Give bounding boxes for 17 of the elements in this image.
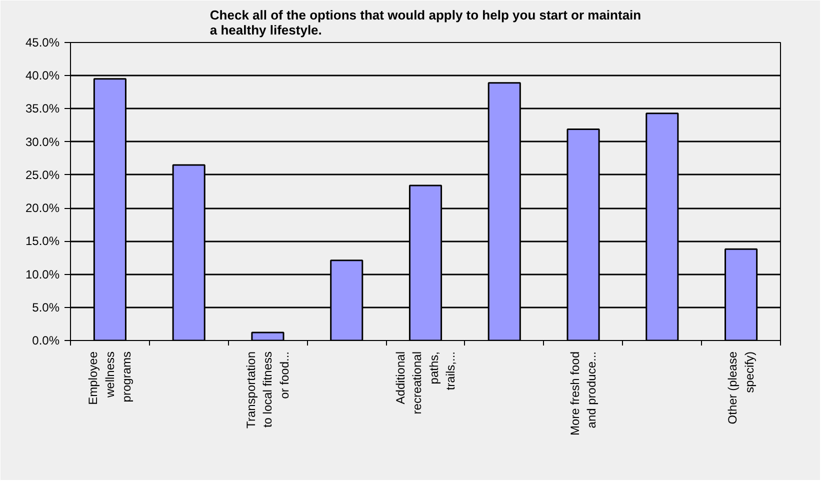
y-tick-label: 35.0% bbox=[25, 102, 60, 116]
y-tick-label: 15.0% bbox=[25, 234, 60, 248]
x-tick-label: Additional recreational paths, trails,... bbox=[393, 351, 458, 414]
x-tick-label: Other (please specify) bbox=[726, 351, 756, 424]
x-tick-label: Transportation to local fitness or food... bbox=[244, 351, 292, 428]
x-tick-label: Employee wellness programs bbox=[86, 351, 134, 405]
y-tick-label: 40.0% bbox=[25, 68, 60, 83]
y-tick-label: 45.0% bbox=[25, 36, 60, 50]
chart-title: Check all of the options that would apply to help you start or maintain a healthy lifestyle. bbox=[210, 8, 642, 38]
y-tick-label: 25.0% bbox=[25, 168, 60, 182]
bar bbox=[251, 332, 284, 340]
y-tick-label: 10.0% bbox=[25, 267, 60, 282]
y-tick-label: 20.0% bbox=[25, 201, 60, 216]
y-tick-label: 0.0% bbox=[32, 334, 60, 348]
y-tick-label: 30.0% bbox=[25, 134, 60, 149]
x-tick-label: More fresh food and produce... bbox=[568, 351, 599, 436]
y-tick-label: 5.0% bbox=[32, 300, 60, 314]
